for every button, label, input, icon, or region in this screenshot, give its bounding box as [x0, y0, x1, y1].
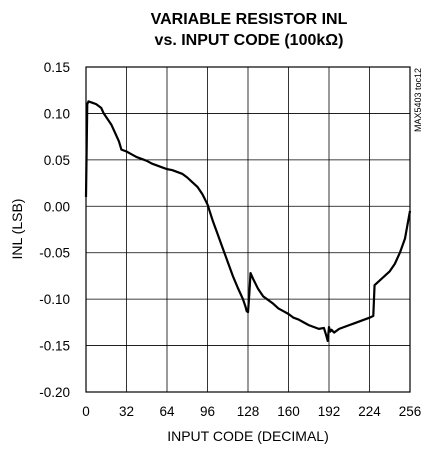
y-tick-label: 0.15 [44, 60, 70, 75]
x-tick-label: 160 [277, 404, 300, 419]
inl-series-line [84, 100, 412, 343]
y-tick-label: 0.05 [44, 153, 70, 168]
data-layer [84, 100, 412, 343]
y-tick-label: -0.15 [39, 339, 70, 354]
chart-title-line-1: VARIABLE RESISTOR INL [151, 11, 348, 28]
x-tick-labels: 0 32 64 96 128 160 192 224 256 [82, 404, 421, 419]
chart-title-line-2: vs. INPUT CODE (100kΩ) [155, 32, 344, 49]
y-tick-label: 0.00 [44, 199, 70, 214]
x-tick-label: 96 [200, 404, 215, 419]
y-tick-label: -0.05 [39, 246, 70, 261]
y-tick-label: -0.10 [39, 292, 70, 307]
grid [85, 66, 411, 393]
y-tick-label: 0.10 [44, 106, 70, 121]
x-tick-label: 0 [82, 404, 90, 419]
y-axis-label: INL (LSB) [9, 199, 25, 260]
y-tick-label: -0.20 [39, 385, 70, 400]
y-tick-labels: 0.15 0.10 0.05 0.00 -0.05 -0.10 -0.15 -0.20 [39, 60, 70, 400]
x-tick-label: 256 [399, 404, 422, 419]
x-tick-label: 224 [358, 404, 381, 419]
figure-tag: MAX5403 toc12 [413, 68, 423, 132]
x-tick-label: 192 [318, 404, 341, 419]
plot-frame [85, 66, 411, 393]
x-axis-label: INPUT CODE (DECIMAL) [167, 428, 329, 444]
x-tick-label: 128 [237, 404, 260, 419]
x-tick-label: 32 [119, 404, 134, 419]
x-tick-label: 64 [159, 404, 175, 419]
